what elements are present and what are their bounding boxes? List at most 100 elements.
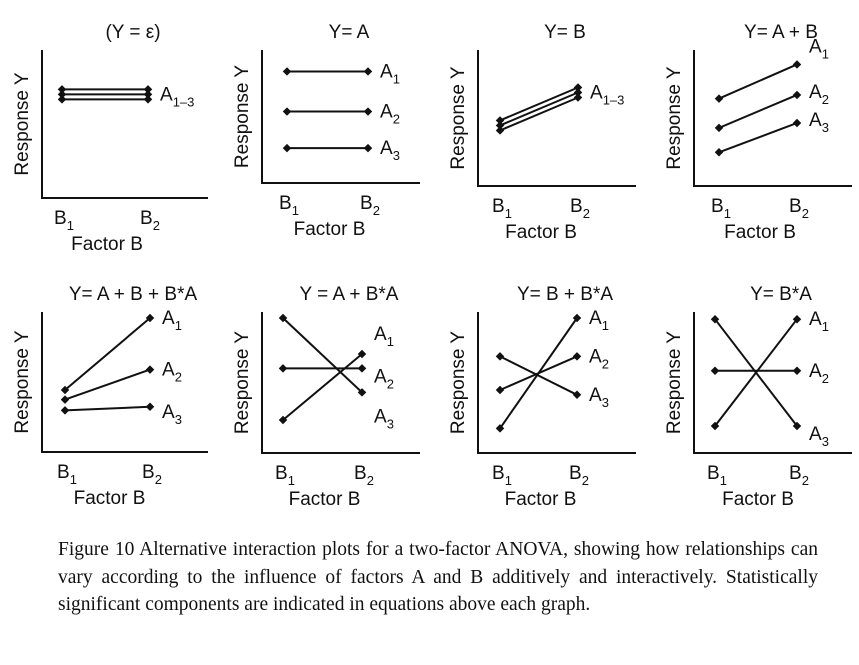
series-label: A1 bbox=[162, 308, 182, 333]
series-line bbox=[499, 86, 579, 122]
series-label: A1 bbox=[374, 324, 394, 349]
series-label: A2 bbox=[162, 360, 182, 385]
series-line bbox=[499, 355, 578, 396]
data-point bbox=[278, 364, 288, 373]
data-point bbox=[792, 366, 802, 376]
series-line bbox=[64, 317, 151, 391]
y-axis-label: Response Y bbox=[448, 331, 469, 434]
x-tick-label: B1 bbox=[492, 463, 512, 488]
x-tick-label: B2 bbox=[789, 463, 809, 488]
series-line bbox=[714, 318, 798, 427]
series-line bbox=[499, 355, 578, 391]
data-point bbox=[792, 421, 802, 431]
y-axis-label: Response Y bbox=[12, 330, 33, 433]
x-tick-label: B1 bbox=[57, 462, 77, 487]
series-line bbox=[718, 94, 798, 129]
data-point bbox=[792, 314, 802, 324]
data-point bbox=[60, 395, 70, 404]
x-tick-label: B2 bbox=[142, 462, 162, 487]
series-label: A1 bbox=[380, 61, 400, 86]
data-point bbox=[143, 85, 153, 94]
x-axis-label: Factor B bbox=[74, 488, 146, 509]
data-point bbox=[357, 364, 367, 373]
data-point bbox=[282, 107, 292, 116]
x-tick-label: B2 bbox=[789, 196, 809, 221]
axis-lines bbox=[693, 312, 852, 454]
panel-title: Y= B + B*A bbox=[517, 284, 613, 305]
axis-lines bbox=[261, 312, 420, 454]
x-tick-label: B1 bbox=[711, 196, 731, 221]
x-tick-label: B1 bbox=[54, 208, 74, 233]
data-point bbox=[714, 94, 724, 103]
series-line bbox=[282, 317, 363, 394]
series-label: A2 bbox=[374, 366, 394, 391]
series-label: A1–3 bbox=[160, 84, 194, 109]
data-point bbox=[792, 60, 802, 69]
y-axis-label: Response Y bbox=[448, 66, 469, 169]
data-point bbox=[282, 67, 292, 76]
data-point bbox=[363, 107, 373, 116]
x-tick-label: B2 bbox=[354, 463, 374, 488]
axis-lines bbox=[693, 50, 852, 187]
x-axis-label: Factor B bbox=[505, 489, 577, 510]
data-point bbox=[714, 148, 724, 157]
data-point bbox=[572, 352, 582, 361]
series-label: A2 bbox=[589, 346, 609, 371]
x-axis-label: Factor B bbox=[505, 222, 577, 243]
data-point bbox=[145, 402, 155, 412]
data-point bbox=[363, 143, 373, 153]
data-point bbox=[143, 90, 153, 99]
data-point bbox=[495, 121, 505, 130]
panel-title: (Y = ε) bbox=[105, 22, 160, 43]
data-point bbox=[792, 118, 802, 128]
data-point bbox=[145, 365, 155, 374]
x-tick-label: B2 bbox=[570, 196, 590, 221]
series-label: A2 bbox=[809, 82, 829, 107]
series-line bbox=[718, 122, 798, 154]
data-point bbox=[495, 352, 505, 361]
axis-lines bbox=[261, 50, 420, 184]
data-point bbox=[145, 313, 155, 323]
data-point bbox=[710, 421, 720, 431]
data-point bbox=[572, 390, 582, 400]
series-label: A3 bbox=[809, 424, 829, 449]
axis-lines bbox=[41, 312, 208, 453]
panel-title: Y= A + B bbox=[744, 22, 818, 43]
axis-lines bbox=[477, 50, 636, 187]
data-point bbox=[495, 385, 505, 395]
series-line bbox=[64, 405, 151, 412]
series-label: A3 bbox=[374, 406, 394, 431]
series-label: A1 bbox=[809, 309, 829, 334]
x-axis-label: Factor B bbox=[722, 489, 794, 510]
panel-title: Y= B bbox=[544, 22, 586, 43]
y-axis-label: Response Y bbox=[12, 72, 33, 175]
data-point bbox=[792, 90, 802, 100]
data-point bbox=[143, 95, 153, 104]
panel-title: Y= B*A bbox=[750, 284, 812, 305]
series-label: A3 bbox=[589, 385, 609, 410]
data-point bbox=[60, 406, 70, 415]
series-label: A3 bbox=[380, 138, 400, 163]
data-point bbox=[495, 424, 505, 433]
series-label: A3 bbox=[809, 110, 829, 135]
x-axis-label: Factor B bbox=[294, 219, 366, 240]
data-point bbox=[710, 314, 720, 324]
y-axis-label: Response Y bbox=[232, 65, 253, 168]
axis-lines bbox=[41, 50, 208, 199]
figure-caption: Figure 10 Alternative interaction plots … bbox=[58, 539, 818, 615]
data-point bbox=[57, 90, 67, 99]
data-point bbox=[357, 349, 367, 359]
x-tick-label: B2 bbox=[140, 208, 160, 233]
data-point bbox=[278, 415, 288, 425]
series-line bbox=[282, 353, 363, 421]
series-line bbox=[499, 96, 579, 132]
series-label: A1 bbox=[589, 308, 609, 333]
series-line bbox=[499, 91, 579, 127]
x-tick-label: B1 bbox=[707, 463, 727, 488]
x-axis-label: Factor B bbox=[289, 489, 361, 510]
